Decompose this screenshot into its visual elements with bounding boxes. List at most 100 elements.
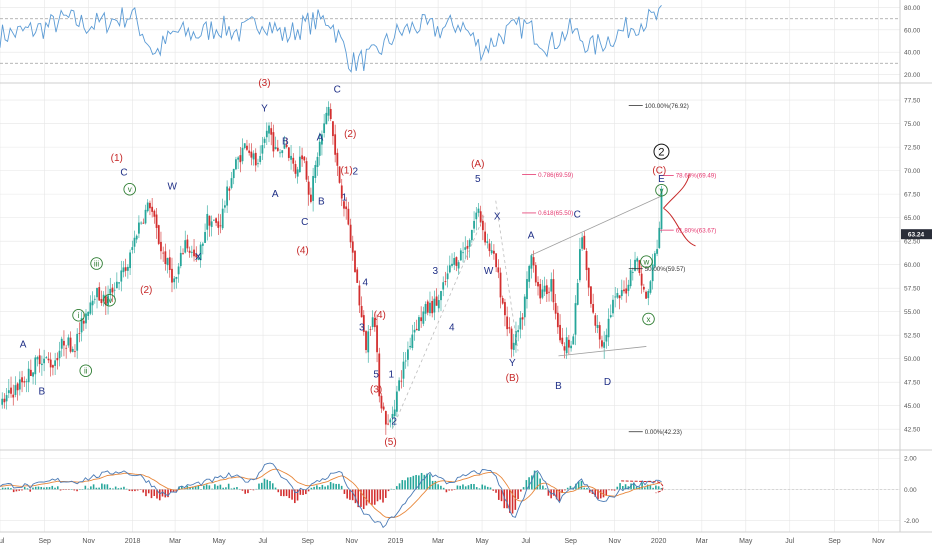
- candle-body[interactable]: [195, 253, 198, 258]
- candle-body[interactable]: [365, 331, 367, 350]
- candle-body[interactable]: [5, 395, 8, 402]
- candle-body[interactable]: [607, 318, 610, 338]
- candle-body[interactable]: [206, 213, 209, 230]
- candle-body[interactable]: [545, 285, 548, 295]
- candle-body[interactable]: [290, 155, 292, 160]
- candle-body[interactable]: [215, 218, 217, 223]
- candle-body[interactable]: [420, 317, 423, 322]
- candle-body[interactable]: [12, 394, 15, 398]
- candle-body[interactable]: [486, 241, 489, 243]
- candle-body[interactable]: [343, 201, 345, 209]
- candle-body[interactable]: [270, 128, 273, 135]
- candle-body[interactable]: [268, 125, 270, 134]
- candle-body[interactable]: [495, 253, 498, 268]
- candle-body[interactable]: [69, 337, 72, 352]
- candle-body[interactable]: [413, 329, 416, 333]
- candle-body[interactable]: [16, 383, 19, 391]
- candle-body[interactable]: [351, 241, 354, 253]
- candle-body[interactable]: [228, 188, 231, 191]
- candle-body[interactable]: [325, 112, 328, 125]
- candle-body[interactable]: [100, 299, 103, 304]
- candle-body[interactable]: [131, 247, 134, 250]
- candle-body[interactable]: [138, 222, 140, 234]
- candle-body[interactable]: [636, 258, 639, 262]
- candle-body[interactable]: [563, 346, 566, 351]
- price-panel[interactable]: [1, 101, 696, 435]
- candle-body[interactable]: [219, 225, 222, 227]
- candle-body[interactable]: [120, 270, 123, 282]
- candle-body[interactable]: [512, 342, 515, 350]
- candle-body[interactable]: [347, 208, 350, 225]
- candle-body[interactable]: [309, 194, 312, 202]
- candle-body[interactable]: [38, 355, 41, 365]
- candle-body[interactable]: [510, 328, 513, 350]
- candle-body[interactable]: [184, 240, 187, 253]
- candle-body[interactable]: [246, 145, 248, 150]
- candle-body[interactable]: [455, 257, 458, 266]
- candle-body[interactable]: [453, 258, 456, 265]
- candle-body[interactable]: [543, 285, 546, 292]
- candle-body[interactable]: [135, 235, 138, 240]
- candle-body[interactable]: [653, 253, 656, 267]
- candle-body[interactable]: [1, 398, 4, 405]
- candle-body[interactable]: [477, 208, 480, 213]
- candle-body[interactable]: [572, 336, 575, 345]
- candle-body[interactable]: [358, 285, 361, 306]
- candle-body[interactable]: [294, 164, 297, 174]
- candle-body[interactable]: [464, 247, 467, 250]
- candle-body[interactable]: [155, 214, 158, 228]
- candle-body[interactable]: [559, 324, 561, 341]
- candle-body[interactable]: [144, 209, 147, 224]
- candle-body[interactable]: [23, 381, 26, 383]
- candle-body[interactable]: [129, 252, 131, 269]
- candle-body[interactable]: [647, 291, 650, 299]
- candle-body[interactable]: [179, 252, 182, 267]
- candle-body[interactable]: [263, 138, 266, 143]
- candle-body[interactable]: [539, 284, 542, 299]
- candle-body[interactable]: [660, 188, 663, 229]
- candle-body[interactable]: [283, 145, 286, 149]
- candle-body[interactable]: [89, 302, 92, 314]
- candle-body[interactable]: [415, 328, 418, 331]
- candle-body[interactable]: [221, 208, 224, 229]
- candle-body[interactable]: [466, 245, 469, 249]
- candle-body[interactable]: [376, 325, 378, 353]
- candle-body[interactable]: [175, 276, 178, 279]
- candle-body[interactable]: [321, 134, 323, 145]
- candle-body[interactable]: [76, 333, 79, 351]
- candle-body[interactable]: [631, 272, 634, 273]
- candle-body[interactable]: [287, 147, 290, 158]
- candle-body[interactable]: [521, 317, 524, 320]
- candle-body[interactable]: [56, 358, 59, 361]
- candle-body[interactable]: [296, 169, 299, 177]
- candle-body[interactable]: [395, 391, 398, 412]
- candle-body[interactable]: [124, 267, 127, 271]
- candle-body[interactable]: [382, 406, 385, 410]
- candle-body[interactable]: [151, 206, 154, 212]
- candle-body[interactable]: [594, 315, 597, 326]
- candle-body[interactable]: [519, 317, 522, 330]
- candle-body[interactable]: [457, 262, 460, 269]
- candle-body[interactable]: [625, 288, 628, 294]
- candle-body[interactable]: [276, 147, 279, 151]
- candle-body[interactable]: [596, 324, 599, 328]
- candle-body[interactable]: [314, 165, 317, 178]
- candle-body[interactable]: [645, 291, 647, 299]
- candle-body[interactable]: [506, 316, 509, 330]
- candle-body[interactable]: [312, 176, 315, 201]
- candle-body[interactable]: [327, 107, 330, 116]
- candle-body[interactable]: [642, 286, 645, 290]
- candle-body[interactable]: [274, 146, 277, 150]
- candle-body[interactable]: [468, 240, 471, 247]
- candle-body[interactable]: [402, 361, 405, 379]
- candle-body[interactable]: [49, 359, 52, 368]
- rsi-series-line[interactable]: [0, 5, 662, 73]
- candle-body[interactable]: [142, 222, 145, 224]
- candle-body[interactable]: [658, 227, 661, 248]
- candle-body[interactable]: [217, 221, 220, 228]
- candle-body[interactable]: [601, 340, 603, 347]
- candle-body[interactable]: [164, 251, 167, 265]
- candle-body[interactable]: [146, 202, 149, 212]
- candle-body[interactable]: [444, 281, 447, 282]
- candle-body[interactable]: [534, 265, 537, 283]
